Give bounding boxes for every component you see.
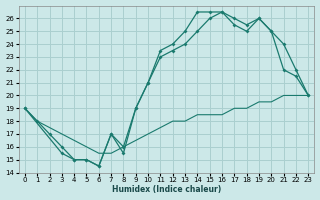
X-axis label: Humidex (Indice chaleur): Humidex (Indice chaleur) <box>112 185 221 194</box>
